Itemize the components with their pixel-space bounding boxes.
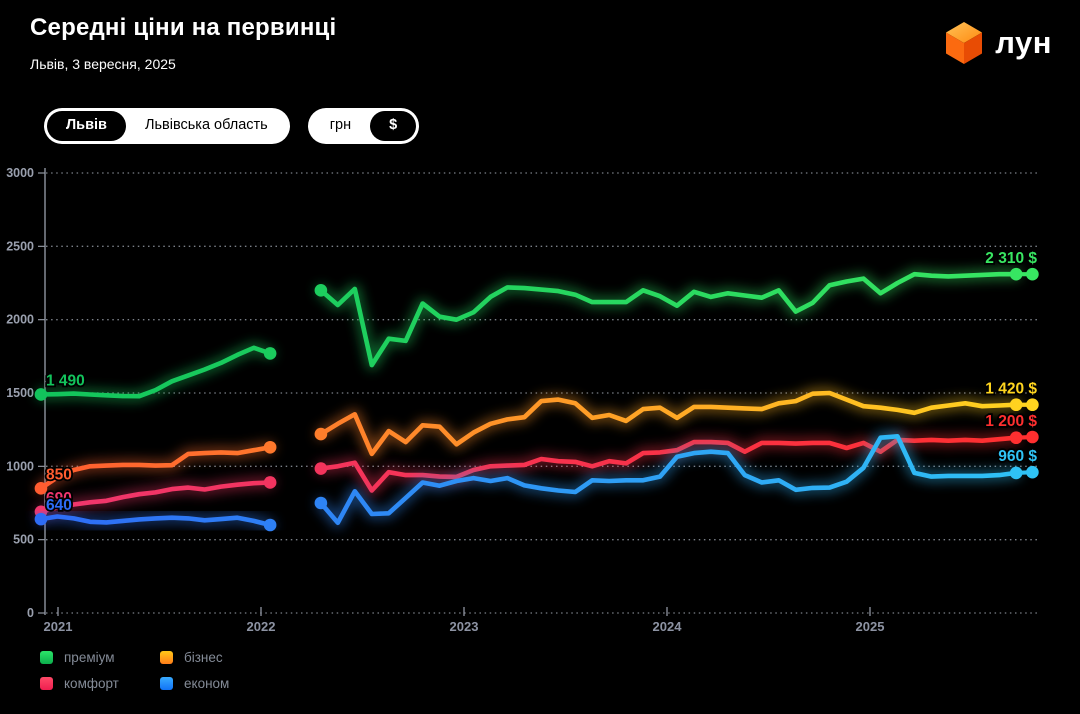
line-economy — [318, 434, 1019, 526]
city-toggle: Львів Львівська область — [44, 108, 290, 144]
legend-item-comfort[interactable]: комфорт — [40, 676, 160, 691]
line-glow-economy — [315, 431, 1022, 528]
start-value-label-comfort: 690 — [46, 490, 72, 507]
current-connector-comfort — [1016, 434, 1033, 440]
point-business — [263, 440, 277, 454]
point-premium — [263, 347, 277, 360]
line-glow-business — [315, 388, 1022, 459]
line-glow-economy — [35, 511, 276, 530]
currency-toggle: грн $ — [307, 108, 420, 144]
legend-item-economy[interactable]: економ — [160, 676, 320, 691]
y-axis-label: 1500 — [6, 386, 34, 400]
y-axis-label: 3000 — [6, 166, 34, 180]
x-axis-label: 2022 — [247, 619, 276, 634]
lun-logo[interactable]: лун — [943, 20, 1052, 65]
premium-swatch-icon — [40, 651, 53, 664]
line-business — [38, 445, 273, 491]
business-swatch-icon — [160, 651, 173, 664]
end-value-label-economy: 960 $ — [998, 448, 1037, 465]
line-glow-comfort — [35, 477, 276, 517]
logo-text: лун — [995, 24, 1052, 60]
point-comfort — [1026, 430, 1039, 444]
y-axis-label: 500 — [13, 533, 34, 547]
line-comfort — [38, 480, 273, 515]
x-axis-label: 2025 — [856, 619, 885, 634]
point-economy — [1026, 465, 1039, 479]
comfort-swatch-icon — [40, 677, 53, 690]
y-axis-label: 2500 — [6, 239, 34, 253]
y-axis-label: 0 — [27, 606, 34, 620]
end-value-label-premium: 2 310 $ — [985, 250, 1037, 267]
line-comfort — [318, 435, 1019, 493]
current-connector-economy — [1016, 470, 1033, 476]
point-premium — [34, 388, 48, 401]
point-business — [314, 427, 328, 441]
line-business — [318, 390, 1019, 457]
point-comfort — [34, 505, 48, 519]
point-premium — [314, 284, 328, 297]
chart-legend: преміум бізнес комфорт економ — [40, 650, 320, 691]
line-glow-premium — [315, 269, 1022, 371]
point-premium — [1026, 267, 1039, 281]
point-business — [34, 482, 48, 495]
legend-label: економ — [184, 676, 230, 691]
page-subtitle: Львів, 3 вересня, 2025 — [30, 56, 176, 72]
line-premium — [318, 271, 1019, 368]
x-axis-label: 2023 — [450, 619, 479, 634]
point-comfort — [263, 476, 277, 489]
x-axis-label: 2024 — [653, 619, 683, 634]
point-economy — [263, 518, 277, 532]
page-title: Середні ціни на первинці — [30, 14, 337, 41]
point-business — [1009, 398, 1023, 412]
line-premium — [38, 345, 273, 399]
toggle-option-usd[interactable]: $ — [370, 111, 417, 141]
toggle-option-region[interactable]: Львівська область — [126, 111, 287, 141]
point-economy — [314, 496, 328, 510]
orange-cube-icon — [946, 22, 983, 64]
line-glow-comfort — [315, 432, 1022, 496]
start-value-label-business: 850 — [46, 466, 72, 483]
x-axis-label: 2021 — [44, 619, 73, 634]
toggle-option-city[interactable]: Львів — [47, 111, 126, 141]
toggle-option-uah[interactable]: грн — [311, 111, 370, 141]
economy-swatch-icon — [160, 677, 173, 690]
legend-label: комфорт — [64, 676, 119, 691]
line-economy — [38, 514, 273, 528]
point-comfort — [314, 462, 328, 475]
point-economy — [1009, 466, 1023, 480]
point-business — [1026, 398, 1039, 412]
legend-label: преміум — [64, 650, 115, 665]
legend-item-premium[interactable]: преміум — [40, 650, 160, 665]
start-value-label-premium: 1 490 — [46, 372, 85, 389]
point-comfort — [1009, 431, 1023, 445]
line-glow-premium — [35, 342, 276, 402]
end-value-label-comfort: 1 200 $ — [985, 413, 1037, 430]
start-value-label-economy: 640 — [46, 497, 72, 514]
point-premium — [1009, 267, 1023, 281]
toggle-row: Львів Львівська область грн $ — [44, 108, 420, 144]
legend-label: бізнес — [184, 650, 223, 665]
legend-item-business[interactable]: бізнес — [160, 650, 320, 665]
y-axis-label: 1000 — [6, 459, 34, 473]
end-value-label-business: 1 420 $ — [985, 381, 1037, 398]
point-economy — [34, 512, 48, 526]
y-axis-label: 2000 — [6, 313, 34, 327]
line-glow-business — [35, 442, 276, 494]
